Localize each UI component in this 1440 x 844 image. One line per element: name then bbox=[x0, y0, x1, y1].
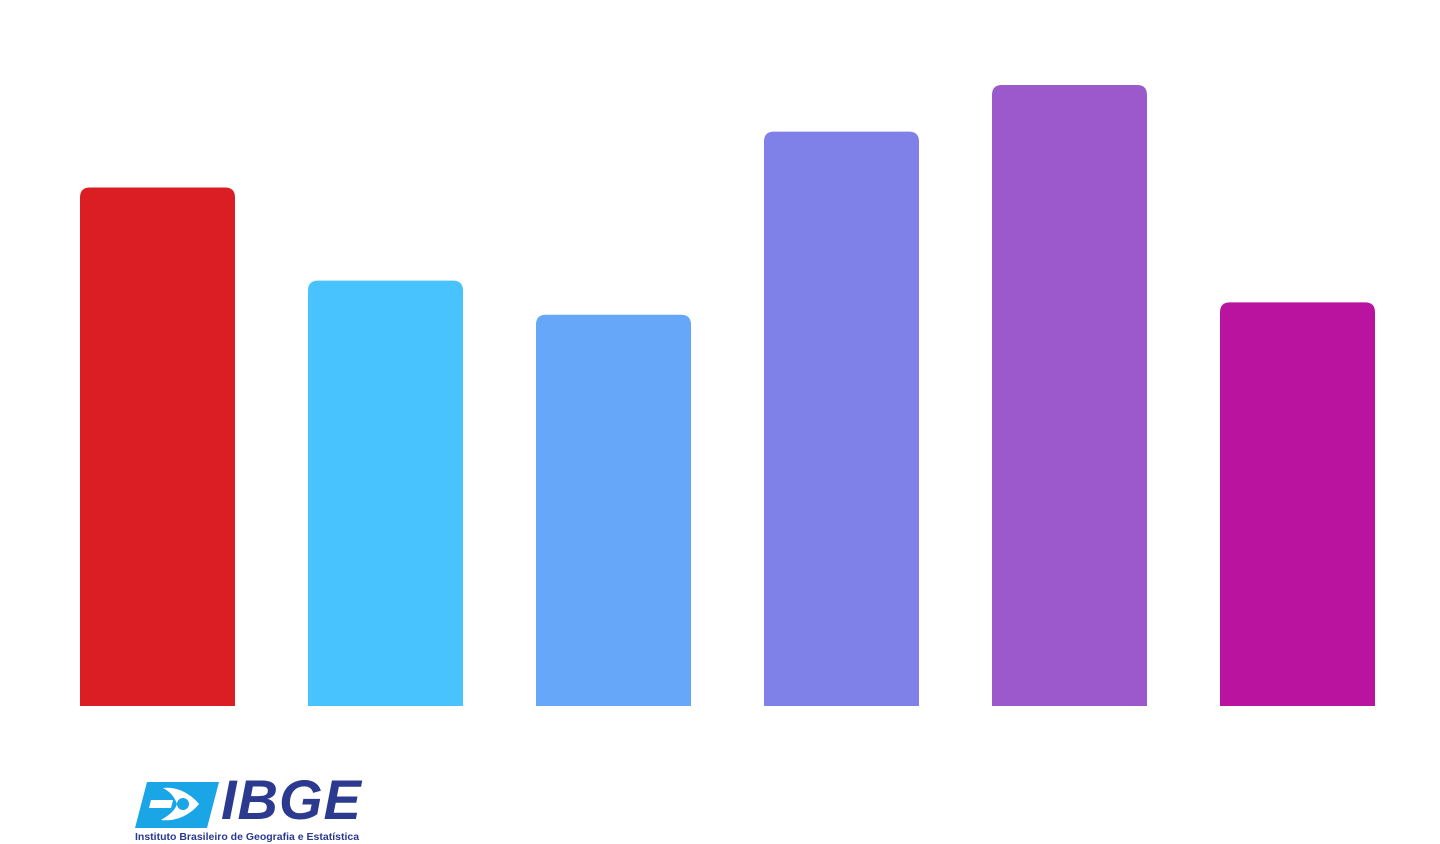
bar-6 bbox=[1220, 302, 1375, 706]
logo-wordmark: IBGE bbox=[221, 768, 362, 831]
ibge-logo: IBGE Instituto Brasileiro de Geografia e… bbox=[133, 772, 393, 844]
bar-5 bbox=[992, 85, 1147, 706]
logo-tagline: Instituto Brasileiro de Geografia e Esta… bbox=[135, 831, 360, 843]
bar-4 bbox=[764, 131, 919, 706]
bar-3 bbox=[536, 314, 691, 706]
bar-2 bbox=[308, 280, 463, 706]
bar-1 bbox=[80, 187, 235, 707]
ibge-globe-icon bbox=[135, 782, 219, 828]
